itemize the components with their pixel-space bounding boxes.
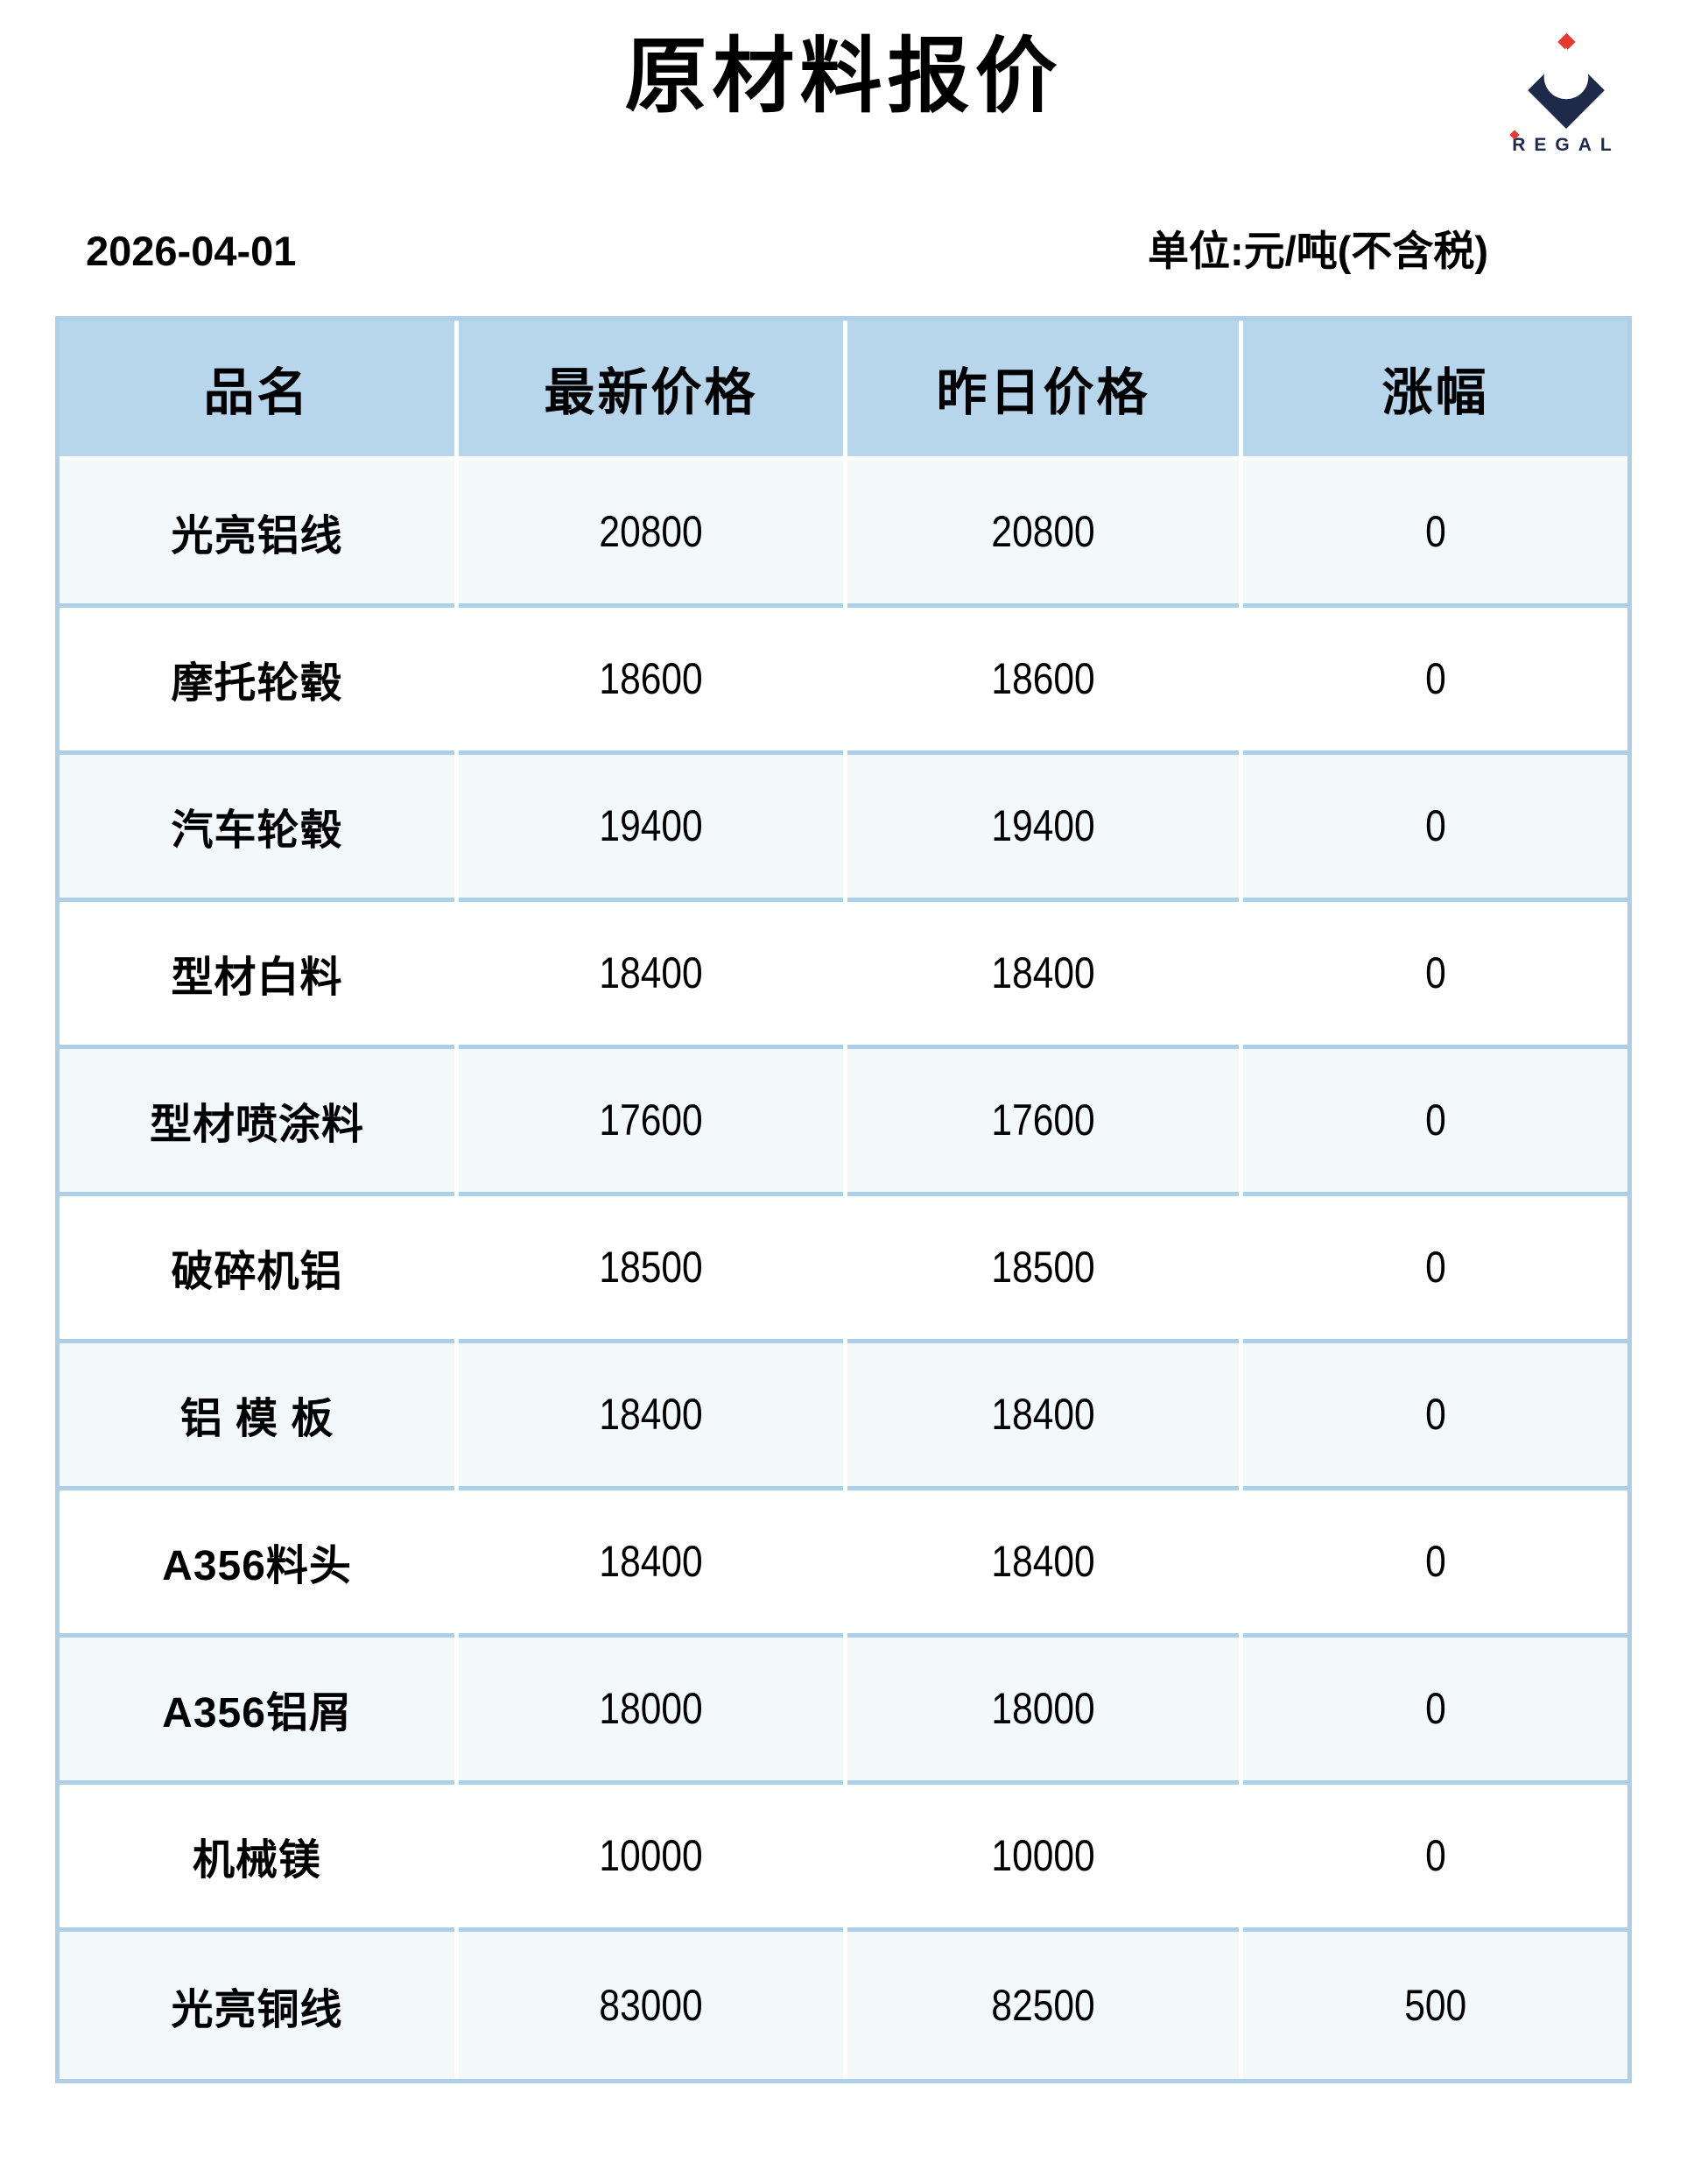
cell-product-name: 型材喷涂料 [60, 1048, 455, 1196]
page-title: 原材料报价 [624, 32, 1063, 123]
table-body: 光亮铝线 20800 20800 0 摩托轮毂 18600 18600 0 汽车… [60, 460, 1627, 2079]
cell-product-name: A356铝屑 [60, 1637, 455, 1785]
cell-change: 0 [1243, 1195, 1627, 1343]
cell-product-name: 光亮铝线 [60, 460, 455, 608]
cell-change: 0 [1243, 1637, 1627, 1785]
column-header-product-name: 品名 [60, 320, 455, 461]
table-header-row: 品名 最新价格 昨日价格 涨幅 [60, 320, 1627, 461]
cell-latest-price: 19400 [459, 754, 843, 902]
cell-latest-price: 18400 [459, 1342, 843, 1490]
cell-change: 0 [1243, 754, 1627, 902]
cell-latest-price: 18400 [459, 901, 843, 1049]
cell-change: 0 [1243, 1490, 1627, 1638]
date-label: 2026-04-01 [86, 227, 297, 274]
brand-name-text: REGAL [1512, 135, 1620, 155]
cell-latest-price: 83000 [459, 1931, 843, 2079]
cell-change: 500 [1243, 1931, 1627, 2079]
cell-yesterday-price: 18000 [847, 1637, 1240, 1785]
regal-diamond-icon [1528, 32, 1605, 129]
meta-row: 2026-04-01 单位:元/吨(不含税) [0, 224, 1687, 278]
cell-change: 0 [1243, 460, 1627, 608]
cell-change: 0 [1243, 901, 1627, 1049]
cell-yesterday-price: 18500 [847, 1195, 1240, 1343]
cell-latest-price: 18000 [459, 1637, 843, 1785]
column-header-latest-price: 最新价格 [459, 320, 843, 461]
cell-product-name: 汽车轮毂 [60, 754, 455, 902]
cell-change: 0 [1243, 1048, 1627, 1196]
table-row: 机械镁 10000 10000 0 [60, 1784, 1627, 1932]
cell-yesterday-price: 10000 [847, 1784, 1240, 1932]
cell-yesterday-price: 18400 [847, 1342, 1240, 1490]
cell-yesterday-price: 19400 [847, 754, 1240, 902]
table-row: 铝 模 板 18400 18400 0 [60, 1342, 1627, 1490]
table-row: A356料头 18400 18400 0 [60, 1490, 1627, 1638]
unit-label: 单位:元/吨(不含税) [1147, 227, 1488, 274]
cell-change: 0 [1243, 607, 1627, 755]
cell-yesterday-price: 18400 [847, 901, 1240, 1049]
cell-latest-price: 20800 [459, 460, 843, 608]
table-row: 汽车轮毂 19400 19400 0 [60, 754, 1627, 902]
cell-yesterday-price: 17600 [847, 1048, 1240, 1196]
cell-latest-price: 18400 [459, 1490, 843, 1638]
cell-yesterday-price: 18400 [847, 1490, 1240, 1638]
table-row: 光亮铝线 20800 20800 0 [60, 460, 1627, 608]
brand-name: REGAL [1509, 130, 1620, 156]
cell-product-name: 破碎机铝 [60, 1195, 455, 1343]
price-table-container: 品名 最新价格 昨日价格 涨幅 光亮铝线 20800 20800 0 摩托轮毂 … [55, 315, 1632, 2083]
brand-logo: REGAL [1489, 30, 1643, 156]
cell-product-name: 摩托轮毂 [60, 607, 455, 755]
cell-product-name: 光亮铜线 [60, 1931, 455, 2079]
cell-change: 0 [1243, 1784, 1627, 1932]
column-header-yesterday-price: 昨日价格 [847, 320, 1240, 461]
table-row: 型材白料 18400 18400 0 [60, 901, 1627, 1049]
cell-latest-price: 10000 [459, 1784, 843, 1932]
cell-product-name: 机械镁 [60, 1784, 455, 1932]
cell-change: 0 [1243, 1342, 1627, 1490]
table-row: 摩托轮毂 18600 18600 0 [60, 607, 1627, 755]
cell-yesterday-price: 82500 [847, 1931, 1240, 2079]
column-header-change: 涨幅 [1243, 320, 1627, 461]
table-row: 破碎机铝 18500 18500 0 [60, 1195, 1627, 1343]
cell-product-name: 铝 模 板 [60, 1342, 455, 1490]
cell-yesterday-price: 18600 [847, 607, 1240, 755]
cell-latest-price: 17600 [459, 1048, 843, 1196]
cell-latest-price: 18600 [459, 607, 843, 755]
table-row: A356铝屑 18000 18000 0 [60, 1637, 1627, 1785]
cell-latest-price: 18500 [459, 1195, 843, 1343]
cell-product-name: A356料头 [60, 1490, 455, 1638]
table-row: 型材喷涂料 17600 17600 0 [60, 1048, 1627, 1196]
cell-yesterday-price: 20800 [847, 460, 1240, 608]
cell-product-name: 型材白料 [60, 901, 455, 1049]
table-row: 光亮铜线 83000 82500 500 [60, 1931, 1627, 2079]
price-table: 品名 最新价格 昨日价格 涨幅 光亮铝线 20800 20800 0 摩托轮毂 … [60, 320, 1627, 2079]
